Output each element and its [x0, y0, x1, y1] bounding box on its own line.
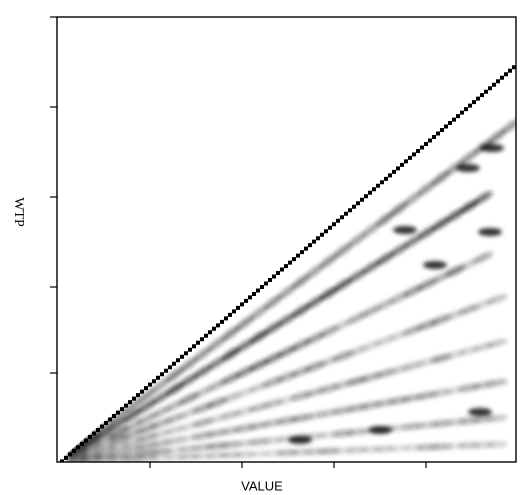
density-blob [445, 160, 465, 175]
density-blob [459, 149, 479, 165]
density-blob [95, 419, 115, 434]
density-blob [207, 336, 227, 351]
density-blob [486, 378, 508, 387]
density-blob [456, 164, 480, 172]
x-axis-label: VALUE [241, 478, 283, 493]
density-blob [472, 251, 494, 264]
density-blob [361, 222, 381, 237]
y-axis-label: WTP [11, 197, 26, 227]
density-blob [305, 263, 325, 279]
density-blob [319, 253, 339, 268]
density-blob [123, 398, 143, 413]
density-blob [423, 261, 447, 269]
plot-frame [56, 16, 517, 463]
density-blob [473, 191, 493, 205]
density-blob [109, 408, 129, 424]
density-blob [431, 170, 451, 185]
density-blob [486, 440, 508, 448]
density-blob [480, 144, 504, 152]
density-blob [487, 129, 507, 144]
density-blob [478, 228, 502, 236]
density-blob [375, 212, 395, 227]
axis-ticks [50, 16, 427, 468]
density-blob [368, 426, 392, 434]
density-blob [221, 326, 241, 341]
density-blob [179, 357, 199, 372]
density-bands [66, 118, 516, 462]
density-blob [249, 305, 269, 320]
empty-region [57, 17, 516, 462]
density-layer [57, 17, 516, 462]
density-blob [151, 377, 171, 393]
density-blob [193, 346, 213, 362]
density-blob [403, 191, 423, 206]
density-blob [277, 284, 297, 299]
density-blob [333, 243, 353, 258]
density-blob [468, 408, 492, 416]
density-blob [389, 201, 409, 217]
density-blob [486, 294, 508, 305]
density-blob [393, 226, 417, 234]
density-blob [291, 274, 311, 289]
density-blob [486, 414, 508, 422]
density-blob [137, 388, 157, 403]
density-blob [263, 295, 283, 310]
density-blob [235, 315, 255, 331]
density-blob [486, 338, 508, 348]
density-blob [288, 436, 312, 444]
density-blob [417, 181, 437, 196]
diagonal-edge [60, 65, 516, 462]
density-blob [347, 232, 367, 248]
density-blob [165, 367, 185, 382]
